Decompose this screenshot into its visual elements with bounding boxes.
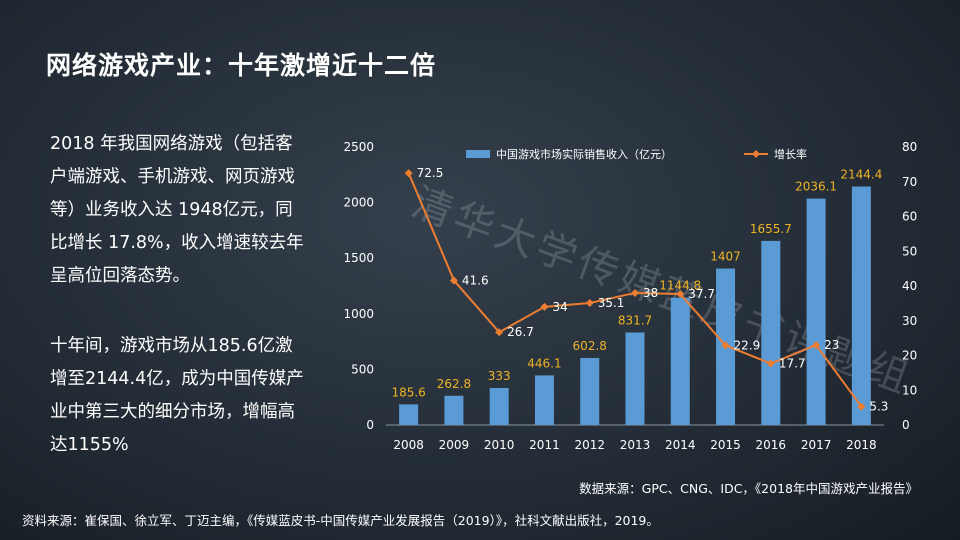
summary-paragraph: 2018 年我国网络游戏（包括客户端游戏、手机游戏、网页游戏等）业务收入达 19… xyxy=(50,134,304,286)
bar xyxy=(534,375,554,425)
legend-line-label: 增长率 xyxy=(774,147,807,161)
bar xyxy=(670,297,690,425)
x-tick-label: 2016 xyxy=(756,438,787,452)
y-right-tick-label: 30 xyxy=(902,314,917,328)
y-right-tick-label: 10 xyxy=(902,383,917,397)
x-tick-label: 2018 xyxy=(846,438,877,452)
bar-value-label: 185.6 xyxy=(391,385,425,399)
bar-value-label: 602.8 xyxy=(573,339,607,353)
line-point xyxy=(631,288,639,297)
line-point xyxy=(676,289,685,298)
chart-legend: 中国游戏市场实际销售收入（亿元） 增长率 xyxy=(466,147,807,161)
y-right-tick-label: 0 xyxy=(902,418,910,432)
line-point xyxy=(449,276,458,285)
bar xyxy=(806,198,826,425)
line-point xyxy=(404,169,413,178)
legend-bar-label: 中国游戏市场实际销售收入（亿元） xyxy=(496,147,672,161)
bar-value-label: 2036.1 xyxy=(795,180,837,194)
x-tick-label: 2012 xyxy=(574,438,605,452)
line-value-label: 37.7 xyxy=(688,287,715,301)
x-tick-label: 2013 xyxy=(620,438,651,452)
x-tick-label: 2011 xyxy=(529,438,560,452)
y-left-tick-label: 1000 xyxy=(343,307,374,321)
bar xyxy=(580,357,600,425)
y-right-tick-label: 80 xyxy=(902,140,917,154)
line-point xyxy=(585,299,594,308)
page-title: 网络游戏产业：十年激增近十二倍 xyxy=(46,51,437,80)
line-point xyxy=(766,359,775,368)
data-labels: 185.6 262.8 333 446.1 602.8 831.7 1144.8 1407 16… xyxy=(391,166,888,414)
bar-value-label: 1407 xyxy=(710,250,741,264)
bar xyxy=(761,240,781,425)
footer-citation: 资料来源：崔保国、徐立军、丁迈主编，《传媒蓝皮书-中国传媒产业发展报告（2019… xyxy=(22,513,659,528)
line-value-label: 34 xyxy=(552,300,567,314)
y-left-tick-label: 2000 xyxy=(343,196,374,210)
y-left-tick-label: 500 xyxy=(351,362,374,376)
x-tick-label: 2010 xyxy=(484,438,515,452)
legend-bar-swatch xyxy=(466,150,490,158)
bar xyxy=(399,404,419,425)
bar xyxy=(444,395,464,425)
bar xyxy=(851,186,871,425)
y-left-tick-label: 2500 xyxy=(343,140,374,154)
bar-value-label: 831.7 xyxy=(618,314,652,328)
y-right-tick-label: 70 xyxy=(902,175,917,189)
bar-value-label: 1655.7 xyxy=(750,222,792,236)
y-right-tick-label: 60 xyxy=(902,210,917,224)
y-left-tick-label: 0 xyxy=(366,418,374,432)
line-value-label: 26.7 xyxy=(507,325,534,339)
legend-line-marker xyxy=(752,150,760,158)
line-value-label: 5.3 xyxy=(869,400,888,414)
bar-value-label: 2144.4 xyxy=(840,168,882,182)
line-point xyxy=(721,341,730,350)
x-tick-label: 2015 xyxy=(710,438,741,452)
bar xyxy=(489,387,509,425)
y-right-tick-label: 40 xyxy=(902,279,917,293)
line-value-label: 17.7 xyxy=(779,356,806,370)
x-tick-label: 2017 xyxy=(801,438,832,452)
bar-value-label: 1144.8 xyxy=(659,279,701,293)
x-tick-label: 2008 xyxy=(393,438,424,452)
line-point xyxy=(857,402,866,411)
line-value-label: 41.6 xyxy=(462,273,489,287)
line-value-label: 72.5 xyxy=(417,166,444,180)
line-value-label: 35.1 xyxy=(598,296,625,310)
line-point xyxy=(812,341,821,350)
line-series xyxy=(404,169,866,411)
chart-axes: 0 500 1000 1500 2000 2500 0 10 20 30 40 50 60 70 80 200… xyxy=(343,140,917,452)
bar-series xyxy=(399,186,871,425)
line-point xyxy=(495,328,504,337)
line-value-label: 38 xyxy=(643,286,658,300)
line-value-label: 23 xyxy=(824,338,839,352)
y-left-tick-label: 1500 xyxy=(343,251,374,265)
line-value-label: 22.9 xyxy=(734,338,761,352)
growth-paragraph: 十年间，游戏市场从185.6亿激增至2144.4亿，成为中国传媒产业中第三大的细… xyxy=(50,336,304,455)
y-right-tick-label: 20 xyxy=(902,349,917,363)
x-tick-label: 2009 xyxy=(439,438,470,452)
bar-value-label: 333 xyxy=(488,369,511,383)
bar-value-label: 262.8 xyxy=(437,377,471,391)
y-right-tick-label: 50 xyxy=(902,244,917,258)
bar-value-label: 446.1 xyxy=(527,356,561,370)
bar xyxy=(625,332,645,425)
x-tick-label: 2014 xyxy=(665,438,696,452)
data-source-note: 数据来源：GPC、CNG、IDC，《2018年中国游戏产业报告》 xyxy=(579,481,918,496)
line-point xyxy=(540,302,549,311)
